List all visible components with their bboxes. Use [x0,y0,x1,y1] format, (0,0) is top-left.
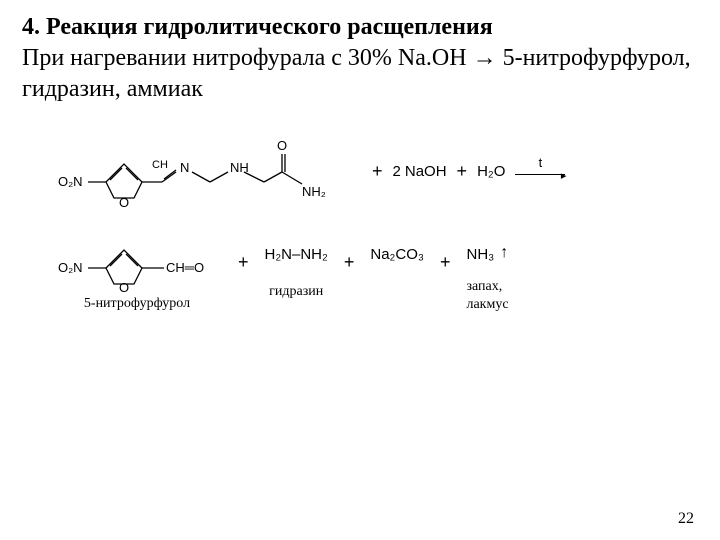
nitrofural-structure: O₂N O CH N NH O NH₂ [52,132,362,210]
nh3-product: NH₃ ↑ запах, лакмус [466,234,508,313]
nitrofurfural-product: O₂N O CH═O 5-нитрофурфурол [52,234,222,312]
svg-text:N: N [180,160,189,175]
naoh-coef: 2 [393,163,405,180]
intro-paragraph: При нагревании нитрофурала с 30% Nа.OH →… [22,43,698,104]
plus-5: + [430,234,461,273]
plus-4: + [334,234,365,273]
na2co3-product: Na₂CO₃ [370,234,424,274]
product-row: O₂N O CH═O 5-нитрофурфурол + H₂N–NH₂ гид… [52,234,668,313]
na2co3-formula: Na₂CO₃ [370,234,424,274]
hydrazine-product: H₂N–NH₂ гидразин [265,234,328,300]
svg-text:NH₂: NH₂ [302,184,326,199]
svg-text:O₂N: O₂N [58,174,83,189]
h2o: H₂O [477,163,505,180]
plus-2: + [447,161,478,182]
page-number: 22 [678,510,694,528]
reaction-scheme: O₂N O CH N NH O NH₂ + 2 NaOH + H₂O t [22,132,698,313]
svg-text:O: O [119,280,129,292]
hydrazine-formula: H₂N–NH₂ [265,234,328,274]
section-title: 4. Реакция гидролитического расщепления [22,14,698,41]
svg-text:CH: CH [152,159,168,171]
svg-text:O: O [119,195,129,210]
nh3-note-line1: запах, [466,278,508,296]
reaction-arrow: t ▸ [515,171,565,172]
naoh: NaOH [405,163,447,180]
svg-text:O₂N: O₂N [58,260,83,275]
para-part-1: При нагревании нитрофурала с 30% Nа.OH [22,45,473,71]
nh3-note: запах, лакмус [466,278,508,313]
nh3-formula: NH₃ [466,246,494,263]
nitrofurfural-label: 5-нитрофурфурол [84,296,190,312]
hydrazine-label: гидразин [269,284,323,300]
svg-text:CH═O: CH═O [166,260,204,275]
gas-arrow-icon: ↑ [500,244,508,262]
svg-text:NH: NH [230,160,249,175]
reactant-row: O₂N O CH N NH O NH₂ + 2 NaOH + H₂O t [52,132,668,210]
arrow-label: t [539,155,543,170]
para-arrow: → [473,45,497,71]
plus-1: + [362,161,393,182]
svg-text:O: O [277,138,287,153]
plus-3: + [228,234,259,273]
nh3-note-line2: лакмус [466,296,508,314]
